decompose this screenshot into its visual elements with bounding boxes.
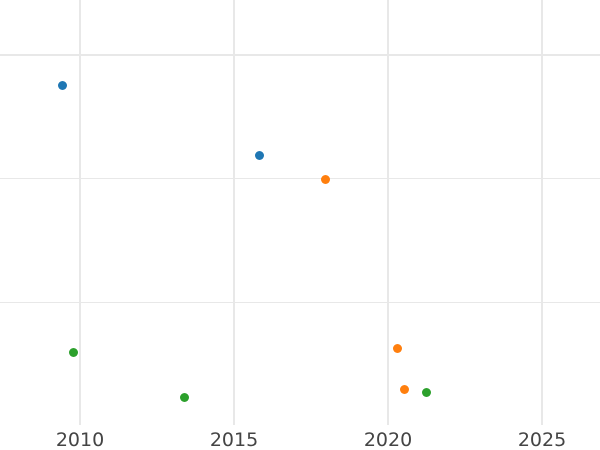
vertical-gridline	[233, 0, 235, 425]
x-tick-label: 2015	[209, 429, 259, 450]
data-point-series-orange	[399, 384, 409, 394]
data-point-series-blue	[254, 150, 264, 160]
vertical-gridline	[541, 0, 543, 425]
x-tick-label: 2020	[363, 429, 413, 450]
vertical-gridline	[387, 0, 389, 425]
data-point-series-orange	[320, 174, 330, 184]
data-point-series-green	[421, 387, 431, 397]
data-point-series-blue	[57, 80, 67, 90]
vertical-gridline	[79, 0, 81, 425]
x-tick-label: 2010	[55, 429, 105, 450]
horizontal-gridline	[0, 301, 600, 304]
horizontal-gridline	[0, 177, 600, 180]
data-point-series-green	[179, 392, 189, 402]
data-point-series-green	[68, 347, 78, 357]
data-point-series-orange	[392, 343, 402, 353]
x-tick-label: 2025	[517, 429, 567, 450]
horizontal-gridline	[0, 54, 600, 56]
